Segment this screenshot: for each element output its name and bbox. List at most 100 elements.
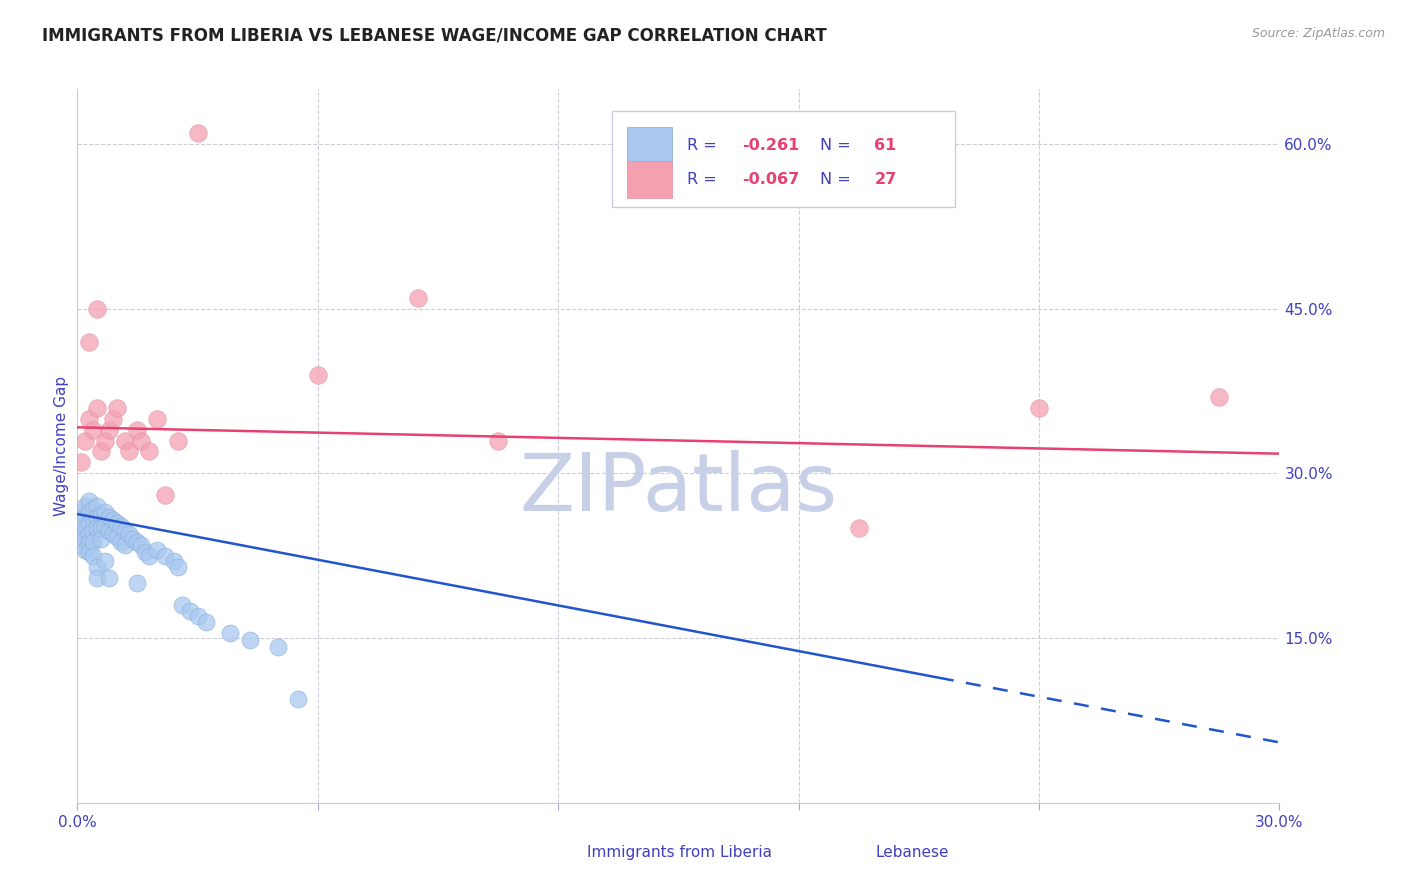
Point bbox=[70, 516, 93, 530]
Point bbox=[86, 510, 108, 524]
Point bbox=[307, 368, 329, 382]
Point bbox=[79, 516, 101, 530]
Point bbox=[75, 500, 97, 514]
FancyBboxPatch shape bbox=[823, 840, 865, 867]
Point bbox=[86, 521, 108, 535]
Point bbox=[187, 126, 209, 140]
Text: Source: ZipAtlas.com: Source: ZipAtlas.com bbox=[1251, 27, 1385, 40]
Point bbox=[82, 549, 104, 563]
Point bbox=[486, 434, 509, 448]
Point bbox=[98, 510, 121, 524]
Point bbox=[114, 434, 136, 448]
Point bbox=[75, 533, 97, 547]
Text: R =: R = bbox=[686, 172, 717, 187]
Text: -0.067: -0.067 bbox=[742, 172, 800, 187]
Point bbox=[122, 533, 145, 547]
Point bbox=[79, 545, 101, 559]
Point bbox=[127, 576, 149, 591]
Point bbox=[146, 411, 169, 425]
Point bbox=[194, 615, 217, 629]
Point bbox=[90, 508, 112, 523]
Point bbox=[70, 455, 93, 469]
Text: -0.261: -0.261 bbox=[742, 138, 800, 153]
Point bbox=[82, 501, 104, 516]
Text: N =: N = bbox=[820, 138, 851, 153]
Point bbox=[287, 691, 309, 706]
Point bbox=[239, 633, 262, 648]
Point bbox=[187, 609, 209, 624]
Point bbox=[118, 444, 141, 458]
Point bbox=[86, 401, 108, 415]
Point bbox=[79, 534, 101, 549]
Point bbox=[86, 301, 108, 316]
Point bbox=[94, 434, 117, 448]
Text: Immigrants from Liberia: Immigrants from Liberia bbox=[588, 846, 772, 860]
Point bbox=[134, 545, 156, 559]
Point bbox=[79, 411, 101, 425]
Point bbox=[94, 505, 117, 519]
Point bbox=[103, 411, 125, 425]
Point bbox=[107, 516, 129, 530]
Point bbox=[82, 512, 104, 526]
Point bbox=[90, 444, 112, 458]
Point bbox=[1208, 390, 1230, 404]
Point bbox=[848, 521, 870, 535]
Text: 61: 61 bbox=[875, 138, 897, 153]
Point bbox=[166, 434, 188, 448]
Point bbox=[107, 530, 129, 544]
Point bbox=[82, 423, 104, 437]
Point bbox=[267, 640, 290, 654]
Point bbox=[155, 488, 177, 502]
Text: Lebanese: Lebanese bbox=[876, 846, 949, 860]
Point bbox=[170, 598, 193, 612]
Point bbox=[131, 538, 153, 552]
Point bbox=[79, 505, 101, 519]
Text: N =: N = bbox=[820, 172, 851, 187]
Point bbox=[138, 549, 160, 563]
Point bbox=[127, 534, 149, 549]
Point bbox=[98, 571, 121, 585]
Point bbox=[114, 524, 136, 538]
Point bbox=[155, 549, 177, 563]
Point bbox=[79, 494, 101, 508]
Point bbox=[94, 554, 117, 568]
Point bbox=[110, 519, 132, 533]
Point bbox=[86, 500, 108, 514]
Point bbox=[110, 534, 132, 549]
Point bbox=[1028, 401, 1050, 415]
Text: 27: 27 bbox=[875, 172, 897, 187]
Point bbox=[131, 434, 153, 448]
Text: ZIPatlas: ZIPatlas bbox=[519, 450, 838, 528]
Point bbox=[70, 526, 93, 541]
Point bbox=[98, 423, 121, 437]
Point bbox=[86, 571, 108, 585]
Point bbox=[90, 521, 112, 535]
Point bbox=[103, 526, 125, 541]
Point bbox=[79, 334, 101, 349]
Point bbox=[75, 543, 97, 558]
Point bbox=[82, 534, 104, 549]
Point bbox=[70, 505, 93, 519]
Point bbox=[75, 521, 97, 535]
Point bbox=[107, 401, 129, 415]
Point bbox=[82, 524, 104, 538]
Text: R =: R = bbox=[686, 138, 717, 153]
Y-axis label: Wage/Income Gap: Wage/Income Gap bbox=[53, 376, 69, 516]
FancyBboxPatch shape bbox=[627, 127, 672, 164]
Point bbox=[94, 519, 117, 533]
Point bbox=[70, 538, 93, 552]
Point bbox=[146, 543, 169, 558]
Point bbox=[127, 423, 149, 437]
Point bbox=[166, 559, 188, 574]
FancyBboxPatch shape bbox=[534, 840, 576, 867]
Point bbox=[218, 625, 240, 640]
Point bbox=[118, 526, 141, 541]
Point bbox=[179, 604, 201, 618]
Point bbox=[98, 524, 121, 538]
FancyBboxPatch shape bbox=[627, 161, 672, 198]
Point bbox=[406, 291, 429, 305]
Point bbox=[79, 526, 101, 541]
Point bbox=[75, 510, 97, 524]
Point bbox=[114, 538, 136, 552]
Point bbox=[103, 512, 125, 526]
